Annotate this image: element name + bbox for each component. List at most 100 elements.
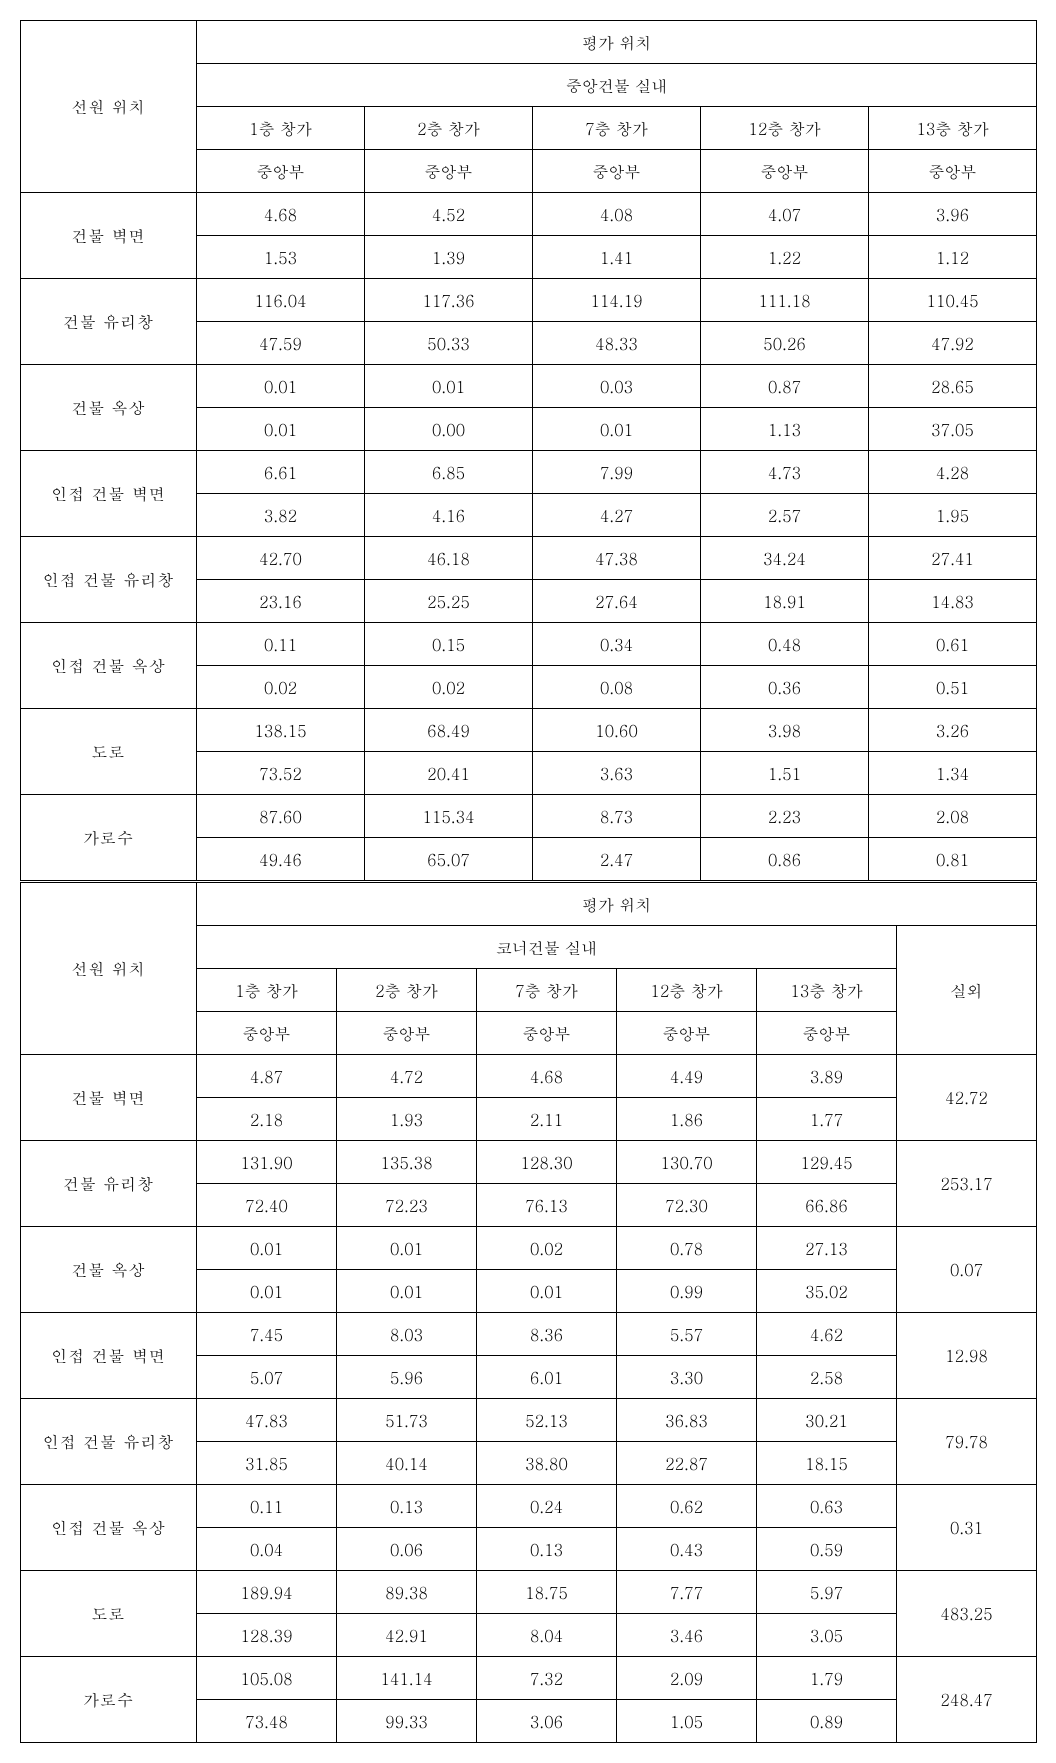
t1-trees-label: 가로수	[21, 795, 197, 882]
table-cell: 138.15	[197, 709, 365, 752]
table-cell: 20.41	[365, 752, 533, 795]
table-cell: 27.41	[869, 537, 1037, 580]
table-cell: 27.64	[533, 580, 701, 623]
table-cell: 72.40	[197, 1184, 337, 1227]
header-source-location-2: 선원 위치	[21, 882, 197, 1055]
table-cell: 0.15	[365, 623, 533, 666]
header-t2-center13: 중앙부	[757, 1012, 897, 1055]
t1-road-label: 도로	[21, 709, 197, 795]
table-cell: 248.47	[897, 1657, 1037, 1743]
t2-adjroof-label: 인접 건물 옥상	[21, 1485, 197, 1571]
table-cell: 3.98	[701, 709, 869, 752]
table-cell: 3.96	[869, 193, 1037, 236]
header-t2-floor12: 12층 창가	[617, 969, 757, 1012]
header-t2-center2: 중앙부	[337, 1012, 477, 1055]
table-cell: 3.30	[617, 1356, 757, 1399]
table-cell: 0.86	[701, 838, 869, 882]
header-t2-center12: 중앙부	[617, 1012, 757, 1055]
table-cell: 1.13	[701, 408, 869, 451]
table-cell: 27.13	[757, 1227, 897, 1270]
table-cell: 7.77	[617, 1571, 757, 1614]
table-cell: 99.33	[337, 1700, 477, 1743]
table-cell: 47.59	[197, 322, 365, 365]
table-cell: 1.79	[757, 1657, 897, 1700]
table-cell: 51.73	[337, 1399, 477, 1442]
table-cell: 38.80	[477, 1442, 617, 1485]
table-cell: 0.11	[197, 1485, 337, 1528]
header-t2-center1: 중앙부	[197, 1012, 337, 1055]
table-cell: 0.01	[365, 365, 533, 408]
table-cell: 0.36	[701, 666, 869, 709]
table-cell: 115.34	[365, 795, 533, 838]
table-cell: 5.07	[197, 1356, 337, 1399]
table-cell: 0.78	[617, 1227, 757, 1270]
table-cell: 0.62	[617, 1485, 757, 1528]
table-cell: 89.38	[337, 1571, 477, 1614]
table-cell: 34.24	[701, 537, 869, 580]
table-cell: 110.45	[869, 279, 1037, 322]
table-cell: 0.43	[617, 1528, 757, 1571]
table-cell: 5.97	[757, 1571, 897, 1614]
t1-adjglass-label: 인접 건물 유리창	[21, 537, 197, 623]
header-t1-center13: 중앙부	[869, 150, 1037, 193]
table-cell: 0.01	[533, 408, 701, 451]
table-cell: 5.57	[617, 1313, 757, 1356]
table-cell: 0.02	[197, 666, 365, 709]
table-cell: 129.45	[757, 1141, 897, 1184]
table-cell: 47.38	[533, 537, 701, 580]
t1-adjroof-label: 인접 건물 옥상	[21, 623, 197, 709]
table-cell: 47.92	[869, 322, 1037, 365]
header-corner-indoor: 코너건물 실내	[197, 926, 897, 969]
table-cell: 4.52	[365, 193, 533, 236]
header-t1-center7: 중앙부	[533, 150, 701, 193]
header-t1-center1: 중앙부	[197, 150, 365, 193]
table-cell: 0.02	[477, 1227, 617, 1270]
table-cell: 52.13	[477, 1399, 617, 1442]
table-cell: 116.04	[197, 279, 365, 322]
table-cell: 3.26	[869, 709, 1037, 752]
table-cell: 1.41	[533, 236, 701, 279]
header-eval-location-2: 평가 위치	[197, 882, 1037, 926]
table-cell: 72.23	[337, 1184, 477, 1227]
header-source-location: 선원 위치	[21, 21, 197, 193]
table-cell: 2.57	[701, 494, 869, 537]
table-cell: 1.93	[337, 1098, 477, 1141]
table-cell: 66.86	[757, 1184, 897, 1227]
table-cell: 189.94	[197, 1571, 337, 1614]
table-cell: 3.05	[757, 1614, 897, 1657]
table-cell: 3.89	[757, 1055, 897, 1098]
t2-adjglass-label: 인접 건물 유리창	[21, 1399, 197, 1485]
table-cell: 135.38	[337, 1141, 477, 1184]
header-t1-floor2: 2층 창가	[365, 107, 533, 150]
t1-wall-label: 건물 벽면	[21, 193, 197, 279]
table-cell: 1.22	[701, 236, 869, 279]
table-cell: 87.60	[197, 795, 365, 838]
table-cell: 40.14	[337, 1442, 477, 1485]
table-cell: 0.01	[337, 1270, 477, 1313]
table-cell: 42.91	[337, 1614, 477, 1657]
table-cell: 128.39	[197, 1614, 337, 1657]
table-cell: 1.12	[869, 236, 1037, 279]
table-cell: 4.28	[869, 451, 1037, 494]
table-cell: 4.08	[533, 193, 701, 236]
t2-wall-label: 건물 벽면	[21, 1055, 197, 1141]
header-t2-floor13: 13층 창가	[757, 969, 897, 1012]
header-t2-center7: 중앙부	[477, 1012, 617, 1055]
table-cell: 14.83	[869, 580, 1037, 623]
table-cell: 12.98	[897, 1313, 1037, 1399]
table-cell: 0.99	[617, 1270, 757, 1313]
table-cell: 68.49	[365, 709, 533, 752]
table-cell: 49.46	[197, 838, 365, 882]
table-cell: 0.01	[197, 1227, 337, 1270]
header-t2-floor1: 1층 창가	[197, 969, 337, 1012]
table-cell: 0.11	[197, 623, 365, 666]
table-cell: 1.95	[869, 494, 1037, 537]
table-cell: 25.25	[365, 580, 533, 623]
table-cell: 79.78	[897, 1399, 1037, 1485]
table-cell: 4.87	[197, 1055, 337, 1098]
table-cell: 3.82	[197, 494, 365, 537]
table-cell: 3.46	[617, 1614, 757, 1657]
table-cell: 0.63	[757, 1485, 897, 1528]
table-cell: 4.49	[617, 1055, 757, 1098]
table-cell: 0.89	[757, 1700, 897, 1743]
